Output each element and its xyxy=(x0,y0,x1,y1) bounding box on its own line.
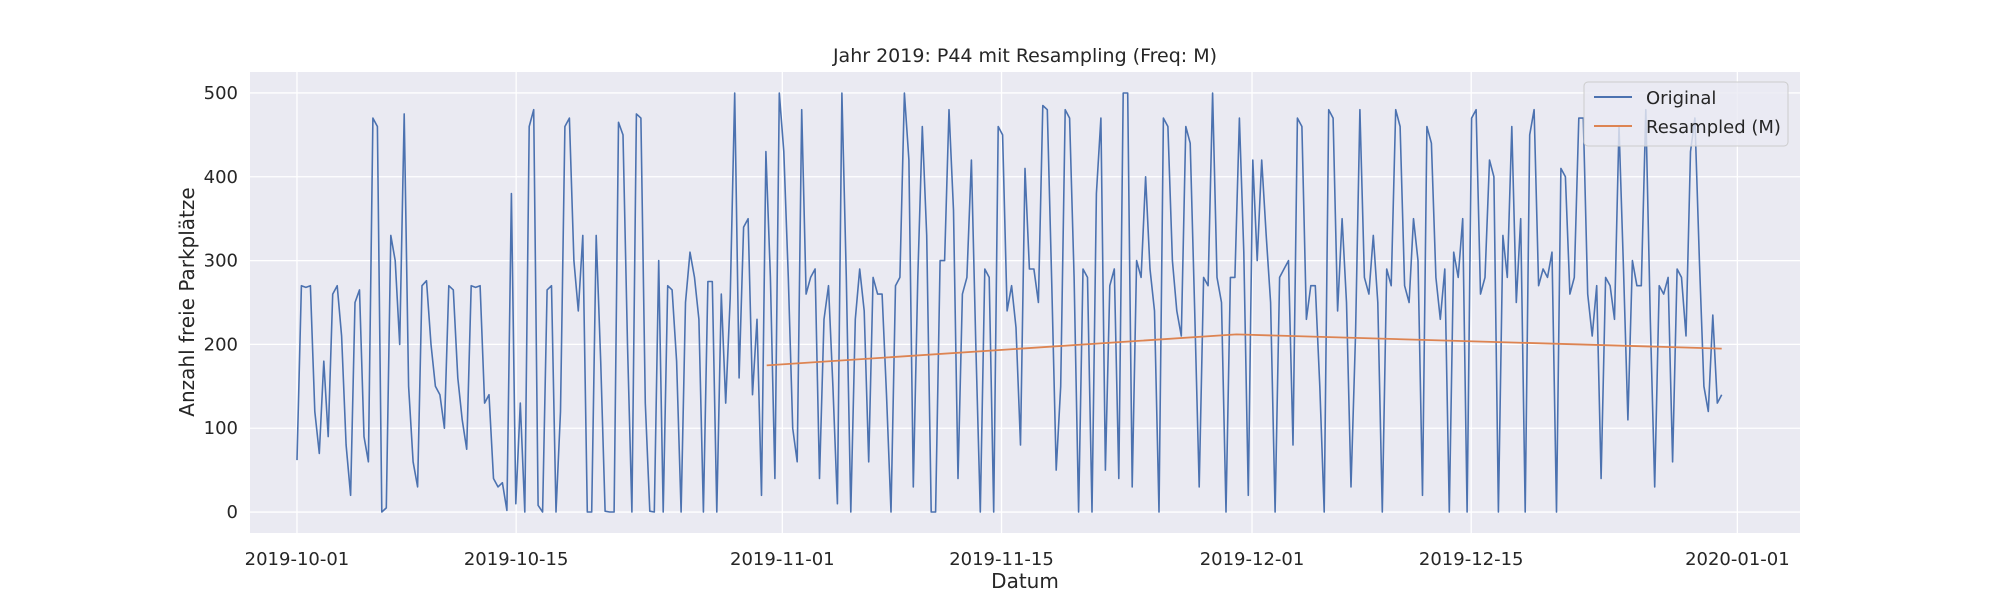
y-tick-label: 200 xyxy=(204,334,238,355)
x-tick-label: 2019-10-15 xyxy=(464,549,569,570)
y-tick-label: 0 xyxy=(227,502,238,523)
x-tick-label: 2019-11-01 xyxy=(730,549,835,570)
x-tick-label: 2019-12-15 xyxy=(1419,549,1524,570)
legend: Original Resampled (M) xyxy=(1583,81,1789,147)
x-tick-label: 2019-11-15 xyxy=(949,549,1054,570)
x-tick-label: 2019-10-01 xyxy=(245,549,350,570)
x-tick-label: 2019-12-01 xyxy=(1200,549,1305,570)
series-line-resampled xyxy=(766,333,1722,367)
x-axis-label: Datum xyxy=(991,569,1059,593)
plot-area xyxy=(250,72,1800,533)
y-axis-label: Anzahl freie Parkplätze xyxy=(175,187,199,416)
y-tick-label: 500 xyxy=(204,83,238,104)
legend-label-original: Original xyxy=(1646,88,1716,109)
x-tick-label: 2020-01-01 xyxy=(1685,549,1790,570)
legend-label-resampled: Resampled (M) xyxy=(1646,117,1781,138)
y-tick-label: 300 xyxy=(204,251,238,272)
tick-labels: 0 100 200 300 400 500 2019-10-01 2019-10-15 2019… xyxy=(204,83,1790,570)
series-layer xyxy=(296,92,1723,513)
series-line-original xyxy=(296,92,1723,513)
chart-title: Jahr 2019: P44 mit Resampling (Freq: M) xyxy=(832,45,1217,67)
y-tick-label: 100 xyxy=(204,418,238,439)
legend-box xyxy=(1583,81,1789,147)
y-tick-label: 400 xyxy=(204,167,238,188)
